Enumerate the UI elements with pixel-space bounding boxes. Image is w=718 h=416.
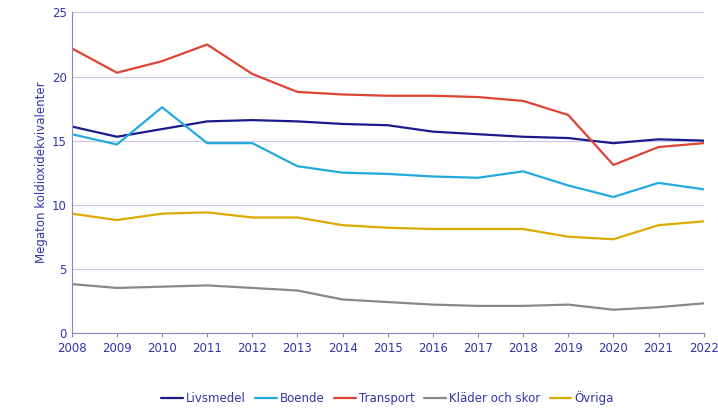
Boende	[338, 170, 347, 175]
Line: Livsmedel: Livsmedel	[72, 120, 704, 143]
Livsmedel	[158, 126, 167, 131]
Kläder och skor	[564, 302, 572, 307]
Övriga	[609, 237, 617, 242]
Boende	[248, 141, 256, 146]
Livsmedel	[519, 134, 528, 139]
Line: Transport: Transport	[72, 45, 704, 165]
Kläder och skor	[248, 285, 256, 290]
Livsmedel	[609, 141, 617, 146]
Kläder och skor	[429, 302, 437, 307]
Övriga	[293, 215, 302, 220]
Kläder och skor	[383, 300, 392, 305]
Kläder och skor	[158, 284, 167, 289]
Övriga	[113, 218, 121, 223]
Övriga	[474, 227, 482, 232]
Kläder och skor	[699, 301, 708, 306]
Kläder och skor	[338, 297, 347, 302]
Livsmedel	[474, 132, 482, 137]
Transport	[519, 99, 528, 104]
Boende	[474, 175, 482, 180]
Transport	[203, 42, 212, 47]
Transport	[429, 93, 437, 98]
Övriga	[248, 215, 256, 220]
Kläder och skor	[519, 303, 528, 308]
Boende	[158, 105, 167, 110]
Kläder och skor	[293, 288, 302, 293]
Boende	[519, 169, 528, 174]
Line: Boende: Boende	[72, 107, 704, 197]
Transport	[474, 94, 482, 99]
Kläder och skor	[654, 305, 663, 310]
Transport	[158, 59, 167, 64]
Övriga	[429, 227, 437, 232]
Transport	[609, 163, 617, 168]
Transport	[383, 93, 392, 98]
Övriga	[383, 225, 392, 230]
Livsmedel	[67, 124, 76, 129]
Line: Övriga: Övriga	[72, 212, 704, 239]
Livsmedel	[293, 119, 302, 124]
Övriga	[699, 219, 708, 224]
Livsmedel	[203, 119, 212, 124]
Transport	[113, 70, 121, 75]
Livsmedel	[248, 118, 256, 123]
Boende	[67, 132, 76, 137]
Kläder och skor	[67, 282, 76, 287]
Boende	[654, 181, 663, 186]
Transport	[564, 112, 572, 117]
Boende	[429, 174, 437, 179]
Boende	[609, 195, 617, 200]
Övriga	[338, 223, 347, 228]
Livsmedel	[564, 136, 572, 141]
Kläder och skor	[609, 307, 617, 312]
Transport	[654, 144, 663, 149]
Boende	[383, 171, 392, 176]
Boende	[203, 141, 212, 146]
Övriga	[158, 211, 167, 216]
Boende	[293, 164, 302, 169]
Boende	[113, 142, 121, 147]
Transport	[67, 46, 76, 51]
Line: Kläder och skor: Kläder och skor	[72, 284, 704, 310]
Boende	[564, 183, 572, 188]
Livsmedel	[338, 121, 347, 126]
Legend: Livsmedel, Boende, Transport, Kläder och skor, Övriga: Livsmedel, Boende, Transport, Kläder och…	[157, 387, 619, 410]
Livsmedel	[699, 138, 708, 143]
Transport	[248, 72, 256, 77]
Livsmedel	[383, 123, 392, 128]
Livsmedel	[113, 134, 121, 139]
Transport	[699, 141, 708, 146]
Boende	[699, 187, 708, 192]
Transport	[293, 89, 302, 94]
Övriga	[519, 227, 528, 232]
Livsmedel	[654, 137, 663, 142]
Övriga	[564, 234, 572, 239]
Övriga	[203, 210, 212, 215]
Y-axis label: Megaton koldioxidekvivalenter: Megaton koldioxidekvivalenter	[35, 82, 48, 263]
Övriga	[654, 223, 663, 228]
Kläder och skor	[113, 285, 121, 290]
Övriga	[67, 211, 76, 216]
Kläder och skor	[203, 283, 212, 288]
Kläder och skor	[474, 303, 482, 308]
Transport	[338, 92, 347, 97]
Livsmedel	[429, 129, 437, 134]
